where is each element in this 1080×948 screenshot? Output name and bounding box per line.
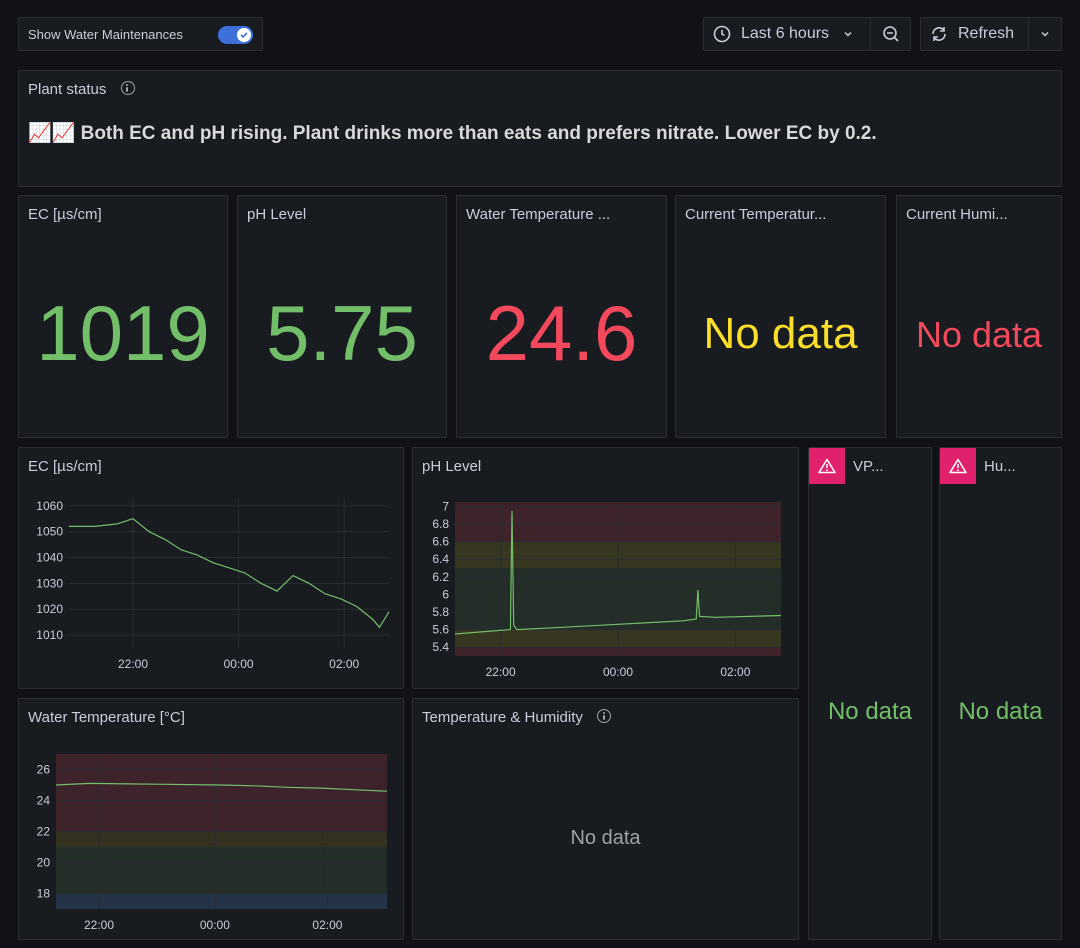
time-range-picker[interactable]: Last 6 hours — [703, 17, 871, 51]
water-maintenance-toggle-control[interactable]: Show Water Maintenances — [18, 17, 263, 51]
plant-status-panel: Plant status 📈📈 Both EC and pH rising. P… — [18, 70, 1062, 187]
y-tick-label: 1020 — [36, 602, 63, 616]
stat-value: 1019 — [36, 289, 210, 377]
y-tick-label: 26 — [37, 763, 51, 777]
info-icon[interactable] — [597, 709, 612, 724]
stat-value: 5.75 — [266, 289, 418, 377]
ph-chart-panel: pH Level 7 6.8 6.6 6.4 6.2 6 5.8 5.6 5.4 22:00 00:… — [412, 447, 799, 689]
y-tick-label: 22 — [37, 825, 51, 839]
refresh-interval-dropdown[interactable] — [1028, 17, 1062, 51]
stat-value: No data — [703, 309, 858, 358]
stat-panel-current-humidity: Current Humi... No data — [896, 195, 1062, 438]
stat-value: No data — [958, 698, 1043, 725]
y-tick-label: 1030 — [36, 576, 63, 590]
panel-title: VP... — [853, 458, 884, 475]
chevron-down-icon — [843, 29, 853, 39]
water-temperature-chart-panel: Water Temperature [°C] 26 24 22 20 18 22:00 00… — [18, 698, 404, 940]
x-tick-label: 22:00 — [84, 918, 114, 932]
y-tick-label: 5.6 — [432, 623, 449, 637]
temperature-humidity-panel: Temperature & Humidity No data — [412, 698, 799, 940]
threshold-band — [56, 831, 387, 847]
panel-title: Hu... — [984, 458, 1016, 475]
ph-chart[interactable]: 7 6.8 6.6 6.4 6.2 6 5.8 5.6 5.4 22:00 00:00 02:00 — [413, 448, 799, 689]
refresh-icon — [930, 25, 948, 43]
warning-icon[interactable] — [940, 448, 976, 484]
toggle-label: Show Water Maintenances — [28, 26, 183, 42]
stat-value: No data — [827, 698, 913, 725]
refresh-label: Refresh — [958, 25, 1015, 42]
stat-panel-ec: EC [µs/cm] 1019 — [18, 195, 228, 438]
stat-panel-ph: pH Level 5.75 — [237, 195, 447, 438]
y-tick-label: 6.8 — [432, 517, 449, 531]
stat-panel-current-temperature: Current Temperatur... No data — [675, 195, 886, 438]
y-tick-label: 5.8 — [432, 605, 449, 619]
x-tick-label: 22:00 — [486, 665, 516, 679]
stat-panel-water-temperature: Water Temperature ... 24.6 — [456, 195, 667, 438]
threshold-band — [56, 847, 387, 894]
info-icon[interactable] — [120, 81, 135, 96]
vpd-panel: VP... No data — [808, 447, 932, 940]
time-range-label: Last 6 hours — [741, 25, 830, 42]
y-tick-label: 24 — [37, 794, 51, 808]
panel-title: EC [µs/cm] — [28, 206, 102, 223]
series-line — [55, 782, 388, 792]
humidity-alert-panel: Hu... No data — [939, 447, 1062, 940]
x-tick-label: 02:00 — [329, 657, 359, 671]
y-tick-label: 5.4 — [432, 640, 449, 654]
plant-status-message: 📈📈 Both EC and pH rising. Plant drinks m… — [28, 123, 877, 144]
series-line — [69, 518, 390, 629]
warning-icon[interactable] — [809, 448, 845, 484]
no-data-message: No data — [570, 827, 641, 849]
zoom-out-icon — [882, 25, 900, 43]
check-icon — [237, 28, 251, 42]
water-temperature-chart[interactable]: 26 24 22 20 18 22:00 00:00 02:00 — [19, 699, 404, 940]
panel-title: Water Temperature ... — [466, 206, 611, 223]
x-tick-label: 22:00 — [118, 657, 148, 671]
stat-value: No data — [915, 314, 1043, 355]
panel-title: Temperature & Humidity — [422, 709, 612, 726]
ec-chart-panel: EC [µs/cm] 1060 1050 1040 1030 1020 1010 22:00… — [18, 447, 404, 689]
y-tick-label: 6.6 — [432, 535, 449, 549]
y-tick-label: 20 — [37, 856, 51, 870]
panel-title: pH Level — [247, 206, 307, 223]
panel-title: Current Temperatur... — [685, 206, 827, 223]
threshold-band — [56, 754, 387, 832]
x-tick-label: 02:00 — [312, 918, 342, 932]
x-tick-label: 00:00 — [603, 665, 633, 679]
ec-chart[interactable]: 1060 1050 1040 1030 1020 1010 22:00 00:00 02:00 — [19, 448, 404, 689]
zoom-out-button[interactable] — [870, 17, 911, 51]
y-tick-label: 18 — [37, 887, 51, 901]
y-tick-label: 1010 — [36, 628, 63, 642]
threshold-band — [56, 893, 387, 909]
y-tick-label: 6 — [442, 587, 449, 601]
y-tick-label: 1050 — [36, 525, 63, 539]
y-tick-label: 6.4 — [432, 552, 449, 566]
panel-title: Current Humi... — [906, 206, 1008, 223]
toggle-switch[interactable] — [218, 26, 253, 44]
series-line — [454, 510, 782, 635]
x-tick-label: 00:00 — [224, 657, 254, 671]
y-tick-label: 1040 — [36, 550, 63, 564]
y-tick-label: 7 — [442, 499, 449, 513]
chevron-down-icon — [1040, 29, 1050, 39]
refresh-button[interactable]: Refresh — [920, 17, 1029, 51]
clock-icon — [713, 25, 731, 43]
y-tick-label: 6.2 — [432, 570, 449, 584]
x-tick-label: 00:00 — [200, 918, 230, 932]
panel-title: Plant status — [28, 81, 135, 98]
y-tick-label: 1060 — [36, 499, 63, 513]
x-tick-label: 02:00 — [720, 665, 750, 679]
stat-value: 24.6 — [485, 289, 638, 377]
